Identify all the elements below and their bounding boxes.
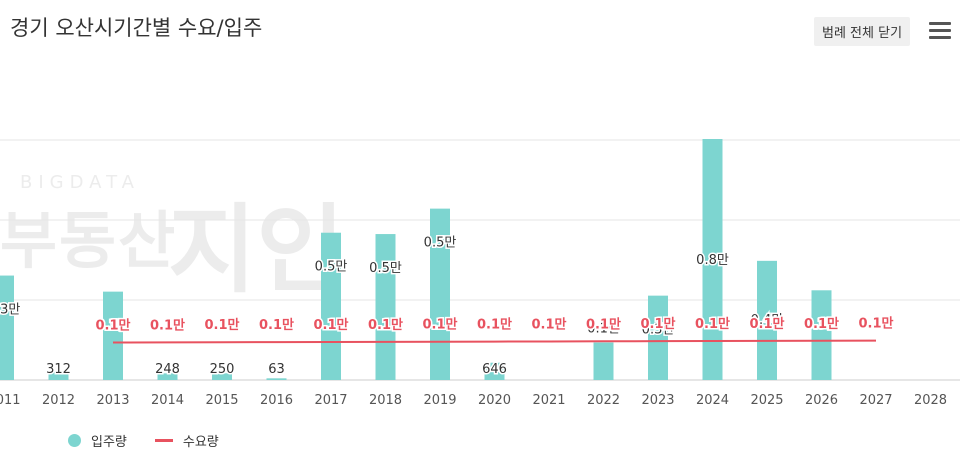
demand-data-label: 0.1만	[368, 317, 403, 333]
demand-data-label: 0.1만	[205, 317, 240, 333]
bar-data-label: 248	[155, 362, 180, 377]
bar-supply	[157, 373, 178, 380]
bar-supply	[593, 342, 614, 380]
x-tick-label: 2025	[750, 393, 783, 408]
bar-supply	[0, 275, 14, 380]
legend-item-supply[interactable]: 입주량	[68, 431, 127, 450]
bar-data-label: 0.4만	[751, 313, 784, 328]
bar-supply	[321, 232, 341, 380]
x-tick-label: 2013	[96, 393, 129, 408]
bar-supply	[757, 260, 777, 380]
x-tick-label: 2014	[151, 393, 184, 408]
bar-data-label: 63	[268, 362, 285, 377]
demand-data-label: 0.1만	[641, 316, 676, 332]
bar-supply	[702, 139, 723, 380]
demand-data-label: 0.1만	[477, 317, 512, 333]
x-tick-label: 2020	[478, 393, 511, 408]
demand-data-label: 0.1만	[804, 316, 839, 332]
bar-data-label: 312	[46, 362, 71, 377]
bar-supply	[648, 295, 668, 380]
bar-supply	[266, 378, 287, 380]
legend-label-supply: 입주량	[91, 435, 127, 450]
x-tick-label: 2017	[314, 393, 347, 408]
bar-supply	[212, 373, 232, 380]
x-tick-label: 2024	[696, 393, 729, 408]
demand-data-label: 0.1만	[859, 316, 894, 332]
x-tick-label: 2012	[42, 393, 75, 408]
bar-supply	[375, 234, 396, 380]
demand-data-label: 0.1만	[150, 317, 185, 333]
demand-data-label: 0.1만	[423, 317, 458, 333]
demand-data-label: 0.1만	[750, 316, 785, 332]
bar-data-label: 0.3만	[97, 319, 130, 334]
demand-data-label: 0.1만	[532, 316, 567, 332]
bar-data-label: 0.3만	[805, 317, 838, 332]
bar-data-label: 0.1만	[587, 322, 620, 337]
x-tick-label: 2027	[859, 393, 892, 408]
x-tick-label: 2019	[423, 393, 456, 408]
x-tick-label: 2021	[532, 393, 565, 408]
bar-data-label: 0.3만	[642, 323, 675, 338]
demand-line	[112, 339, 877, 344]
x-tick-label: 2023	[641, 393, 674, 408]
demand-data-label: 0.1만	[96, 318, 131, 334]
x-tick-label: 2015	[205, 393, 238, 408]
demand-data-label: 0.1만	[314, 317, 349, 333]
bar-supply	[430, 208, 450, 380]
legend-dot-icon	[68, 434, 81, 447]
x-tick-label: 2011	[0, 393, 21, 408]
demand-data-label: 0.1만	[695, 316, 730, 332]
bar-data-label: 0.5만	[315, 260, 348, 275]
bar-supply	[484, 362, 505, 380]
page-title: 경기 오산시기간별 수요/입주	[10, 16, 263, 40]
legend-item-demand[interactable]: 수요량	[154, 431, 219, 450]
bar-supply	[811, 290, 832, 380]
x-tick-label: 2022	[587, 393, 620, 408]
x-tick-label: 2016	[260, 393, 293, 408]
bar-data-label: 0.3만	[0, 303, 20, 318]
demand-data-label: 0.1만	[259, 317, 294, 333]
bar-data-label: 0.5만	[369, 261, 402, 276]
bar-supply	[103, 291, 123, 380]
legend-close-all-button[interactable]: 범례 전체 닫기	[814, 17, 911, 46]
x-tick-label: 2018	[369, 393, 402, 408]
x-tick-label: 2026	[805, 393, 838, 408]
bar-supply	[48, 371, 69, 380]
legend-label-demand: 수요량	[182, 435, 219, 450]
x-tick-label: 2028	[914, 393, 947, 408]
legend-line-icon	[154, 439, 173, 442]
bar-data-label: 0.5만	[424, 236, 457, 251]
legend: 입주량 수요량	[68, 431, 247, 450]
hamburger-menu-icon[interactable]	[929, 22, 951, 40]
bar-data-label: 0.8만	[696, 253, 729, 268]
bar-data-label: 646	[482, 362, 507, 377]
bar-data-label: 250	[210, 362, 235, 377]
demand-data-label: 0.1만	[586, 316, 621, 332]
